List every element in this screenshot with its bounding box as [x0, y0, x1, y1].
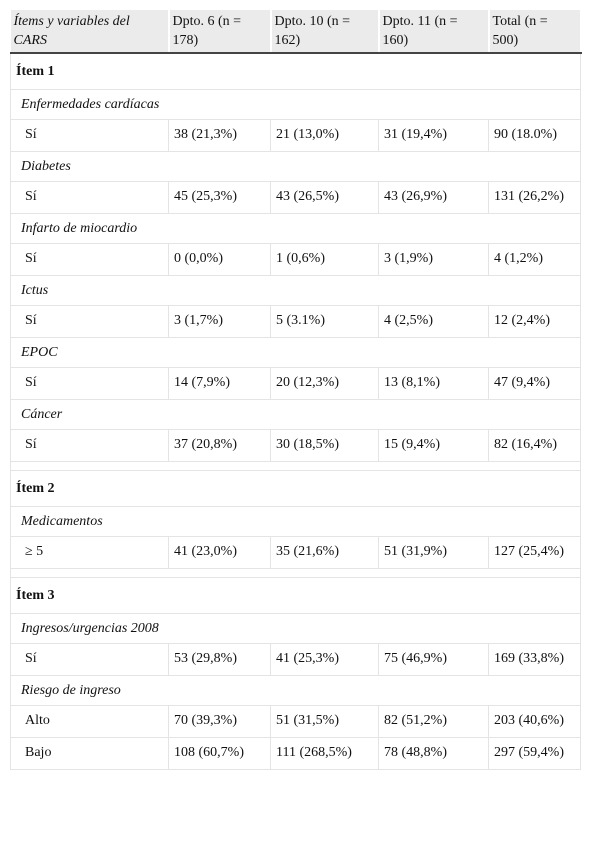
value-cell: 131 (26,2%)	[488, 181, 581, 214]
value-cell: 30 (18,5%)	[270, 429, 379, 462]
data-row: Sí 0 (0,0%) 1 (0,6%) 3 (1,9%) 4 (1,2%)	[10, 243, 581, 276]
value-cell: 4 (1,2%)	[488, 243, 581, 276]
value-cell: 38 (21,3%)	[168, 119, 271, 152]
data-row: Sí 37 (20,8%) 30 (18,5%) 15 (9,4%) 82 (16,4%…	[10, 429, 581, 462]
row-label: ≥ 5	[10, 536, 169, 569]
value-cell: 53 (29,8%)	[168, 643, 271, 676]
value-cell: 13 (8,1%)	[378, 367, 489, 400]
value-cell: 108 (60,7%)	[168, 737, 271, 770]
value-cell: 45 (25,3%)	[168, 181, 271, 214]
row-label: Alto	[10, 705, 169, 738]
spacer-row	[10, 568, 581, 578]
data-row: Sí 14 (7,9%) 20 (12,3%) 13 (8,1%) 47 (9,4%)	[10, 367, 581, 400]
data-row: Sí 45 (25,3%) 43 (26,5%) 43 (26,9%) 131 (26,…	[10, 181, 581, 214]
data-row: Alto 70 (39,3%) 51 (31,5%) 82 (51,2%) 203 (4…	[10, 705, 581, 738]
data-row: Sí 3 (1,7%) 5 (3.1%) 4 (2,5%) 12 (2,4%)	[10, 305, 581, 338]
spacer-row	[10, 461, 581, 471]
group-label: Diabetes	[10, 151, 581, 182]
value-cell: 75 (46,9%)	[378, 643, 489, 676]
value-cell: 21 (13,0%)	[270, 119, 379, 152]
value-cell: 169 (33,8%)	[488, 643, 581, 676]
value-cell: 111 (268,5%)	[270, 737, 379, 770]
value-cell: 0 (0,0%)	[168, 243, 271, 276]
value-cell: 43 (26,5%)	[270, 181, 379, 214]
group-label: Riesgo de ingreso	[10, 675, 581, 706]
group-row: Diabetes	[10, 151, 581, 182]
row-label: Sí	[10, 305, 169, 338]
row-label: Sí	[10, 181, 169, 214]
value-cell: 78 (48,8%)	[378, 737, 489, 770]
group-label: Ingresos/urgencias 2008	[10, 613, 581, 644]
group-label: EPOC	[10, 337, 581, 368]
value-cell: 90 (18.0%)	[488, 119, 581, 152]
section-row: Ítem 2	[10, 470, 581, 507]
value-cell: 20 (12,3%)	[270, 367, 379, 400]
row-label: Sí	[10, 119, 169, 152]
value-cell: 5 (3.1%)	[270, 305, 379, 338]
group-row: EPOC	[10, 337, 581, 368]
value-cell: 41 (25,3%)	[270, 643, 379, 676]
value-cell: 41 (23,0%)	[168, 536, 271, 569]
section-title: Ítem 1	[10, 52, 581, 90]
group-label: Infarto de miocardio	[10, 213, 581, 244]
value-cell: 31 (19,4%)	[378, 119, 489, 152]
section-title: Ítem 2	[10, 470, 581, 507]
value-cell: 82 (16,4%)	[488, 429, 581, 462]
value-cell: 70 (39,3%)	[168, 705, 271, 738]
value-cell: 12 (2,4%)	[488, 305, 581, 338]
value-cell: 297 (59,4%)	[488, 737, 581, 770]
row-label: Sí	[10, 367, 169, 400]
value-cell: 43 (26,9%)	[378, 181, 489, 214]
value-cell: 3 (1,9%)	[378, 243, 489, 276]
spacer-cell	[10, 461, 581, 471]
row-label: Bajo	[10, 737, 169, 770]
value-cell: 3 (1,7%)	[168, 305, 271, 338]
value-cell: 82 (51,2%)	[378, 705, 489, 738]
data-row: Sí 53 (29,8%) 41 (25,3%) 75 (46,9%) 169 (33,…	[10, 643, 581, 676]
value-cell: 14 (7,9%)	[168, 367, 271, 400]
header-cell: Dpto. 11 (n = 160)	[378, 10, 490, 54]
header-row: Ítems y variables del CARS Dpto. 6 (n = 1…	[10, 10, 582, 54]
value-cell: 4 (2,5%)	[378, 305, 489, 338]
section-row: Ítem 3	[10, 577, 581, 614]
data-row: Sí 38 (21,3%) 21 (13,0%) 31 (19,4%) 90 (18.0…	[10, 119, 581, 152]
group-row: Ingresos/urgencias 2008	[10, 613, 581, 644]
header-cell: Ítems y variables del CARS	[10, 10, 170, 54]
data-table: Ítems y variables del CARS Dpto. 6 (n = 1…	[10, 10, 582, 770]
value-cell: 47 (9,4%)	[488, 367, 581, 400]
value-cell: 35 (21,6%)	[270, 536, 379, 569]
group-row: Cáncer	[10, 399, 581, 430]
spacer-cell	[10, 568, 581, 578]
row-label: Sí	[10, 243, 169, 276]
group-label: Cáncer	[10, 399, 581, 430]
value-cell: 127 (25,4%)	[488, 536, 581, 569]
section-row: Ítem 1	[10, 52, 581, 90]
group-row: Medicamentos	[10, 506, 581, 537]
value-cell: 37 (20,8%)	[168, 429, 271, 462]
data-row: ≥ 5 41 (23,0%) 35 (21,6%) 51 (31,9%) 127 (25…	[10, 536, 581, 569]
header-cell: Dpto. 6 (n = 178)	[168, 10, 272, 54]
group-row: Ictus	[10, 275, 581, 306]
value-cell: 1 (0,6%)	[270, 243, 379, 276]
section-title: Ítem 3	[10, 577, 581, 614]
value-cell: 203 (40,6%)	[488, 705, 581, 738]
group-row: Infarto de miocardio	[10, 213, 581, 244]
group-row: Enfermedades cardíacas	[10, 89, 581, 120]
group-row: Riesgo de ingreso	[10, 675, 581, 706]
row-label: Sí	[10, 429, 169, 462]
value-cell: 51 (31,9%)	[378, 536, 489, 569]
value-cell: 51 (31,5%)	[270, 705, 379, 738]
group-label: Enfermedades cardíacas	[10, 89, 581, 120]
table-body: Ítem 1 Enfermedades cardíacas Sí 38 (21,3%)…	[10, 52, 581, 770]
table-header: Ítems y variables del CARS Dpto. 6 (n = 1…	[10, 10, 582, 54]
group-label: Ictus	[10, 275, 581, 306]
row-label: Sí	[10, 643, 169, 676]
value-cell: 15 (9,4%)	[378, 429, 489, 462]
header-cell: Total (n = 500)	[488, 10, 582, 54]
group-label: Medicamentos	[10, 506, 581, 537]
data-row: Bajo 108 (60,7%) 111 (268,5%) 78 (48,8%) 297…	[10, 737, 581, 770]
header-cell: Dpto. 10 (n = 162)	[270, 10, 380, 54]
